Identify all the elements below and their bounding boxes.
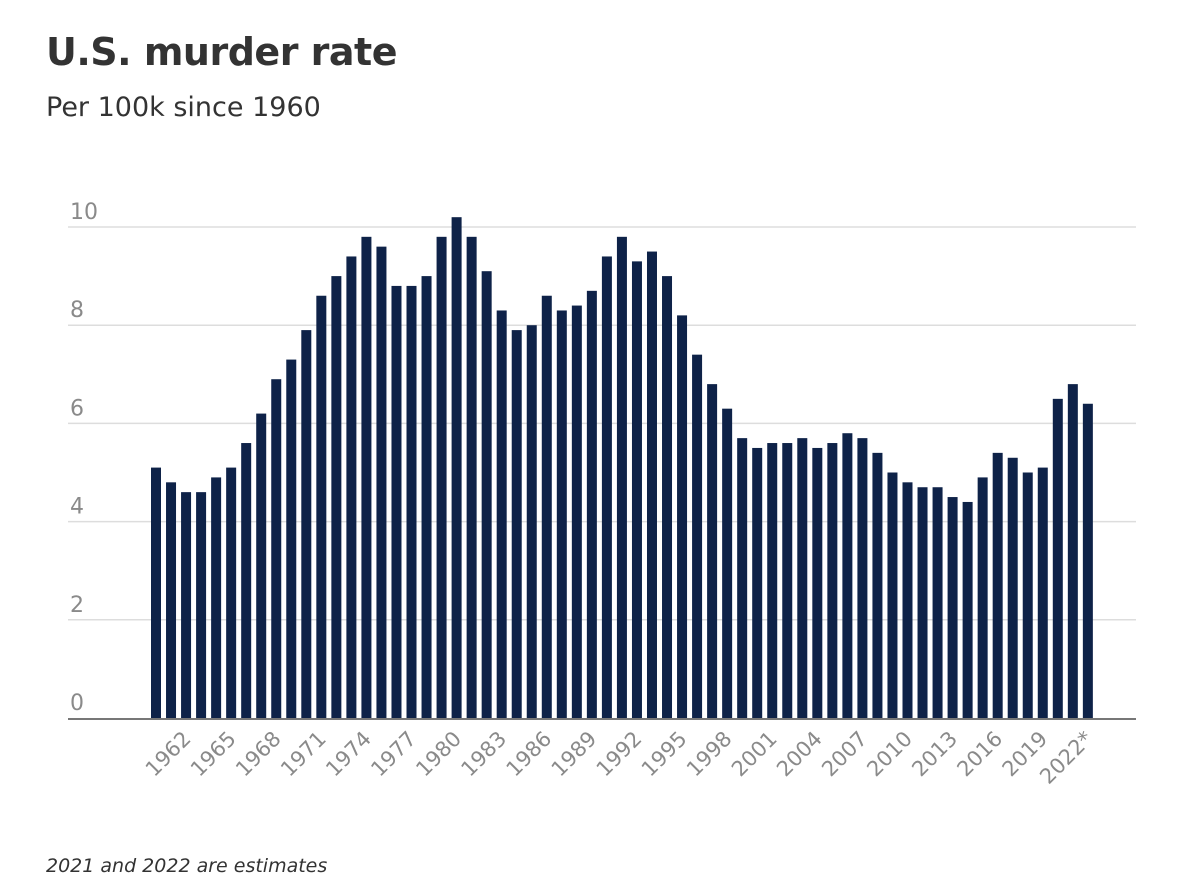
x-tick-label: 1965 [186,727,241,782]
bar-chart: 0 2 4 6 8 10 19621965196819711974197719801983… [68,200,1136,789]
bar-2000 [752,447,763,718]
bar-2008 [872,452,883,718]
footnote: 2021 and 2022 are estimates [46,855,328,877]
bars [151,217,1093,719]
bar-2017 [1007,457,1018,718]
x-tick-label: 2010 [862,727,917,782]
bar-2019 [1037,467,1048,718]
bar-1993 [646,251,657,719]
y-tick-label: 2 [70,593,84,618]
bar-2003 [797,438,808,718]
bar-1975 [376,246,387,718]
y-axis-ticks: 0 2 4 6 8 10 [70,200,98,716]
x-tick-label: 2004 [772,727,827,782]
y-tick-label: 8 [70,298,84,323]
bar-2005 [827,443,838,718]
chart-subtitle: Per 100k since 1960 [46,92,321,123]
bar-2014 [962,501,973,718]
bar-1984 [511,330,522,718]
bar-2016 [992,452,1003,718]
bar-1992 [631,261,642,718]
bar-1982 [481,271,492,718]
bar-1991 [616,236,627,718]
y-tick-label: 10 [70,200,98,225]
x-tick-label: 2016 [952,727,1007,782]
x-tick-label: 1977 [366,727,421,782]
bar-1998 [722,408,733,718]
y-tick-label: 4 [70,495,84,520]
x-tick-label: 1989 [547,727,602,782]
chart-title: U.S. murder rate [46,30,397,74]
bar-2012 [932,487,943,718]
bar-1972 [331,276,342,718]
bar-2015 [977,477,988,718]
bar-1997 [707,384,718,718]
x-tick-label: 1968 [231,727,286,782]
bar-1983 [496,310,507,718]
x-tick-label: 1980 [411,727,466,782]
x-tick-label: 1992 [592,727,647,782]
bar-1994 [662,276,673,718]
bar-1967 [256,413,267,718]
bar-1980 [451,217,462,718]
bar-2004 [812,447,823,718]
x-tick-label: 1998 [682,727,737,782]
x-tick-label: 1974 [321,727,376,782]
bar-1990 [601,256,612,718]
bar-1989 [586,290,597,718]
bar-2009 [887,472,898,718]
bar-2006 [842,433,853,718]
bar-1965 [226,467,237,718]
bar-2021 [1067,384,1078,718]
x-tick-label: 2001 [727,727,782,782]
bar-1979 [436,236,447,718]
bar-2007 [857,438,868,718]
bar-1962 [181,492,192,718]
bar-1961 [166,482,177,718]
bar-2010 [902,482,913,718]
bar-2002 [782,443,793,718]
bar-2001 [767,443,778,718]
bar-2018 [1022,472,1033,718]
y-tick-label: 0 [70,691,84,716]
bar-1986 [541,295,552,718]
bar-1968 [271,379,282,718]
x-tick-label: 1971 [276,727,331,782]
bar-1985 [526,325,537,718]
bar-1974 [361,236,372,718]
bar-1960 [151,467,161,718]
bar-1996 [692,354,703,718]
bar-2011 [917,487,928,718]
y-tick-label: 6 [70,396,84,421]
bar-1969 [286,359,297,718]
x-tick-label: 1986 [502,727,557,782]
bar-1976 [391,285,402,718]
bar-1973 [346,256,357,718]
bar-1995 [677,315,688,718]
bar-2022 [1082,403,1093,718]
x-tick-label: 1962 [141,727,196,782]
bar-1971 [316,295,327,718]
bar-1977 [406,285,417,718]
bar-1964 [211,477,222,718]
bar-2020 [1052,398,1063,718]
bar-1987 [556,310,567,718]
bar-1978 [421,276,432,718]
bar-1981 [466,236,477,718]
x-tick-label: 1983 [456,727,511,782]
bar-1999 [737,438,748,718]
x-axis-ticks: 1962196519681971197419771980198319861989… [141,727,1098,789]
bar-1970 [301,330,312,718]
x-tick-label: 1995 [637,727,692,782]
x-tick-label: 2007 [817,727,872,782]
x-tick-label: 2013 [907,727,962,782]
bar-1988 [571,305,582,718]
bar-1966 [241,443,252,718]
bar-1963 [196,492,207,718]
bar-2013 [947,497,958,718]
